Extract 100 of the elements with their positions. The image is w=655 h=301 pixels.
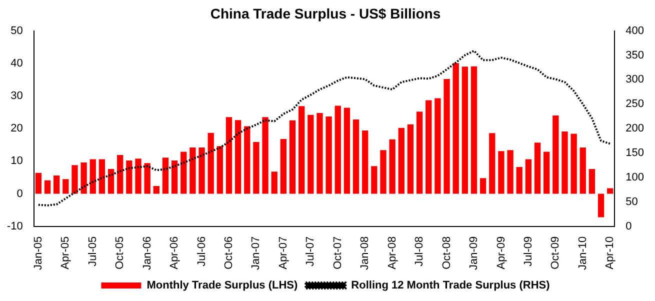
y2-tick-label: 200 [626, 122, 644, 135]
bar [588, 169, 596, 194]
bar [108, 169, 114, 194]
y-tick-label: 0 [16, 188, 23, 200]
x-tick-label: Oct-06 [223, 236, 236, 270]
bar [298, 106, 305, 194]
bar [180, 152, 187, 194]
chart-title: China Trade Surplus - US$ Billions [210, 5, 441, 22]
y2-tick-label: 0 [626, 220, 632, 232]
x-tick-label: Jul-09 [522, 236, 534, 266]
bar [208, 132, 214, 194]
x-tick-label: Jan-08 [359, 236, 372, 270]
bar [389, 139, 396, 194]
bar [44, 180, 51, 194]
bar [398, 128, 404, 194]
x-tick-label: Jan-05 [32, 236, 44, 270]
bar [525, 159, 532, 194]
line-series [37, 50, 612, 206]
bar [426, 100, 432, 194]
y2-tick-label: 400 [626, 24, 644, 37]
x-tick-label: Jul-08 [414, 236, 426, 266]
legend-label: Rolling 12 Month Trade Surplus (RHS) [351, 280, 550, 292]
bar [580, 147, 586, 194]
bar [489, 133, 496, 194]
y2-tick-label: 350 [626, 49, 644, 62]
bar [234, 120, 242, 194]
y-tick-label: 10 [10, 155, 23, 168]
bar [117, 154, 124, 194]
bar [253, 142, 260, 194]
bar [562, 132, 568, 194]
y2-tick-label: 150 [626, 147, 644, 160]
bar [171, 160, 178, 194]
y-tick-label: 40 [10, 57, 23, 70]
x-tick-label: Oct-07 [332, 236, 344, 270]
bar [35, 172, 42, 194]
bar [271, 172, 278, 194]
y-tick-label: 30 [10, 90, 23, 102]
y2-tick-label: 250 [626, 98, 644, 110]
bar [316, 112, 323, 194]
bar [54, 176, 60, 194]
bar [90, 159, 96, 194]
y-tick-label: -10 [6, 220, 23, 232]
bar [216, 146, 224, 194]
y2-tick-label: 50 [626, 196, 638, 208]
bar [416, 112, 423, 194]
x-tick-label: Apr-08 [386, 236, 398, 270]
legend-label: Monthly Trade Surplus (LHS) [146, 280, 298, 292]
x-tick-label: Jul-07 [304, 236, 317, 266]
x-tick-label: Jul-05 [86, 236, 99, 266]
x-tick-label: Apr-07 [277, 236, 290, 270]
bar [362, 130, 368, 194]
x-tick-label: Jan-10 [576, 236, 589, 270]
bar [289, 120, 296, 194]
x-tick-label: Jul-06 [196, 236, 208, 266]
bar [144, 163, 150, 194]
x-tick-label: Oct-09 [550, 236, 562, 270]
bar [552, 116, 559, 194]
bar [444, 79, 450, 194]
bar [326, 116, 332, 194]
bar [308, 114, 314, 194]
x-tick-label: Apr-06 [168, 236, 181, 270]
x-tick-label: Jan-09 [468, 236, 480, 270]
bar [534, 142, 541, 194]
x-tick-label: Apr-05 [60, 236, 72, 270]
bar [598, 194, 604, 218]
y2-tick-label: 100 [626, 172, 644, 184]
bar [452, 63, 459, 194]
bar [480, 178, 486, 194]
bar [516, 167, 522, 194]
x-tick-label: Jan-07 [250, 236, 262, 270]
bar [244, 126, 250, 194]
bar [262, 117, 268, 194]
bar [507, 150, 514, 194]
bar [371, 166, 378, 194]
bar [407, 124, 414, 194]
bar [198, 147, 205, 194]
bar [334, 106, 341, 194]
y2-tick-label: 300 [626, 74, 644, 86]
bar [226, 117, 232, 194]
x-tick-label: Oct-05 [114, 236, 126, 270]
bar [153, 186, 160, 194]
x-tick-label: Oct-08 [440, 236, 453, 270]
bar [135, 158, 142, 194]
bar [280, 139, 287, 194]
bar [607, 188, 614, 194]
bar [352, 119, 360, 194]
bar [344, 108, 350, 194]
x-tick-label: Jan-06 [141, 236, 154, 270]
bar [98, 159, 106, 194]
bar [434, 98, 441, 194]
bar [570, 134, 577, 194]
bar [190, 147, 196, 194]
bar [62, 179, 69, 194]
x-tick-label: Apr-10 [604, 236, 616, 270]
x-tick-label: Apr-09 [495, 236, 508, 270]
bar [498, 151, 504, 194]
y-tick-label: 20 [10, 122, 23, 135]
bar [162, 158, 169, 194]
bar [470, 66, 478, 194]
bar [544, 152, 550, 194]
